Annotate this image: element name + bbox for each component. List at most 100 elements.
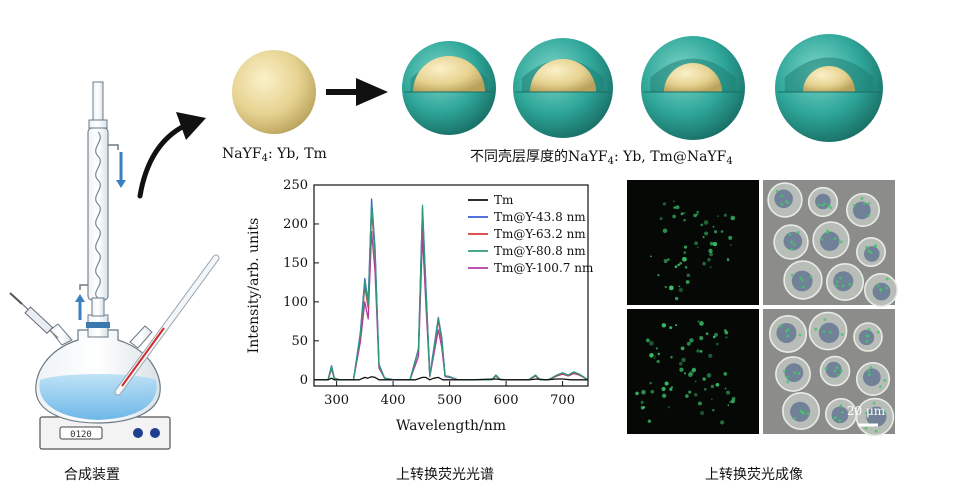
stirrer-knob-2 <box>150 428 160 438</box>
legend-entry: Tm@Y-100.7 nm <box>494 261 594 275</box>
fluorescence-speck <box>883 379 887 382</box>
fluorescence-speck <box>837 373 841 377</box>
fluorescence-speck <box>655 347 658 350</box>
fluorescence-speck <box>786 375 789 379</box>
fluorescence-speck <box>780 194 784 198</box>
fluorescence-speck <box>864 411 868 415</box>
cell-nucleus <box>819 231 840 252</box>
fluorescence-speck <box>708 248 713 254</box>
core-shell-nanoparticle <box>641 36 745 140</box>
fluorescence-speck <box>714 332 718 337</box>
fluorescence-speck <box>793 371 797 375</box>
fluorescence-speck <box>729 401 732 403</box>
stirrer-knob-1 <box>133 428 143 438</box>
fluorescence-speck <box>728 235 733 240</box>
fluorescence-speck <box>852 204 856 207</box>
fluorescence-speck <box>661 386 666 392</box>
fluorescence-speck <box>683 218 686 222</box>
fluorescence-speck <box>704 388 707 391</box>
fluorescence-speck <box>730 215 736 221</box>
legend-entry: Tm <box>494 193 514 207</box>
legend-entry: Tm@Y-63.2 nm <box>494 227 586 241</box>
fluorescence-speck <box>720 230 724 233</box>
fluorescence-speck <box>823 318 827 322</box>
fluorescence-speck <box>657 352 660 356</box>
fluorescence-speck <box>694 393 698 397</box>
fluorescence-speck <box>790 240 793 244</box>
fluorescence-speck <box>726 390 731 395</box>
fluorescence-speck <box>814 327 818 331</box>
fluorescence-speck <box>729 243 732 246</box>
fluorescence-speck <box>839 404 843 408</box>
fluorescence-speck <box>707 257 711 262</box>
fluorescence-speck <box>703 220 709 225</box>
fluorescence-speck <box>835 280 839 284</box>
fluorescence-speck <box>669 387 673 391</box>
fluorescence-speck <box>702 261 706 266</box>
fluorescence-speck <box>862 202 866 206</box>
reflux-condenser <box>75 81 126 320</box>
fluorescence-speck <box>797 372 801 375</box>
fluorescence-speck <box>786 334 790 338</box>
fluorescence-speck <box>699 410 705 416</box>
fluorescence-speck <box>653 357 656 360</box>
fluorescence-speck <box>724 387 727 390</box>
fluorescence-speck <box>686 341 691 346</box>
fluorescence-speck <box>712 225 715 228</box>
fluorescence-speck <box>872 401 876 405</box>
fluorescence-speck <box>778 324 782 328</box>
fluorescence-speck <box>785 200 788 203</box>
scale-bar-label: 20 μm <box>847 404 886 418</box>
fluorescence-speck <box>683 372 686 375</box>
fluorescence-speck <box>706 373 712 378</box>
fluorescence-speck <box>672 214 677 219</box>
fluorescence-speck <box>699 335 704 341</box>
fluorescence-speck <box>657 274 660 277</box>
fluorescence-speck <box>838 419 842 422</box>
fluorescence-speck <box>678 287 684 293</box>
fluorescence-speck <box>697 401 702 406</box>
fluorescence-image-top <box>627 180 759 305</box>
fluorescence-speck <box>649 353 654 358</box>
fluorescence-speck <box>841 284 845 288</box>
fluorescence-speck <box>709 241 714 246</box>
fluorescence-speck <box>784 329 788 333</box>
fluorescence-speck <box>645 338 650 343</box>
fluorescence-imaging-panel: 20 μm <box>627 180 898 437</box>
fluorescence-speck <box>688 390 692 394</box>
right-neck <box>129 325 153 349</box>
thermometer <box>114 254 220 396</box>
fluorescence-speck <box>708 353 713 358</box>
fluorescence-speck <box>712 241 718 247</box>
fluorescence-speck <box>679 261 683 265</box>
fluorescence-speck <box>664 381 669 386</box>
fluorescence-speck <box>704 231 709 236</box>
fluorescence-speck <box>682 256 687 262</box>
fluorescence-speck <box>839 240 843 244</box>
fluorescence-speck <box>840 333 844 336</box>
fluorescence-speck <box>835 284 838 288</box>
fluorescence-speck <box>640 406 645 410</box>
fluorescence-speck <box>790 273 794 277</box>
cell-nucleus <box>776 322 797 343</box>
legend-entry: Tm@Y-80.8 nm <box>494 244 586 258</box>
x-tick-label: 300 <box>324 393 349 408</box>
fluorescence-speck <box>775 189 779 193</box>
fluorescence-speck <box>793 416 797 420</box>
x-axis-label: Wavelength/nm <box>396 418 506 434</box>
fluorescence-speck <box>817 203 821 207</box>
fluorescence-speck <box>821 204 824 207</box>
fluorescence-speck <box>715 382 720 387</box>
fluorescence-speck <box>685 394 689 398</box>
series-line-tm <box>314 376 588 381</box>
center-joint <box>86 322 110 328</box>
y-tick-label: 0 <box>300 373 308 388</box>
fluorescence-speck <box>648 340 654 346</box>
fluorescence-speck <box>686 273 691 278</box>
fluorescence-speck <box>701 223 704 226</box>
fluorescence-speck <box>650 255 652 258</box>
fluorescence-speck <box>700 223 703 227</box>
cell-nucleus <box>783 231 803 251</box>
fluorescence-speck <box>691 367 697 373</box>
cell-nucleus <box>866 406 887 427</box>
